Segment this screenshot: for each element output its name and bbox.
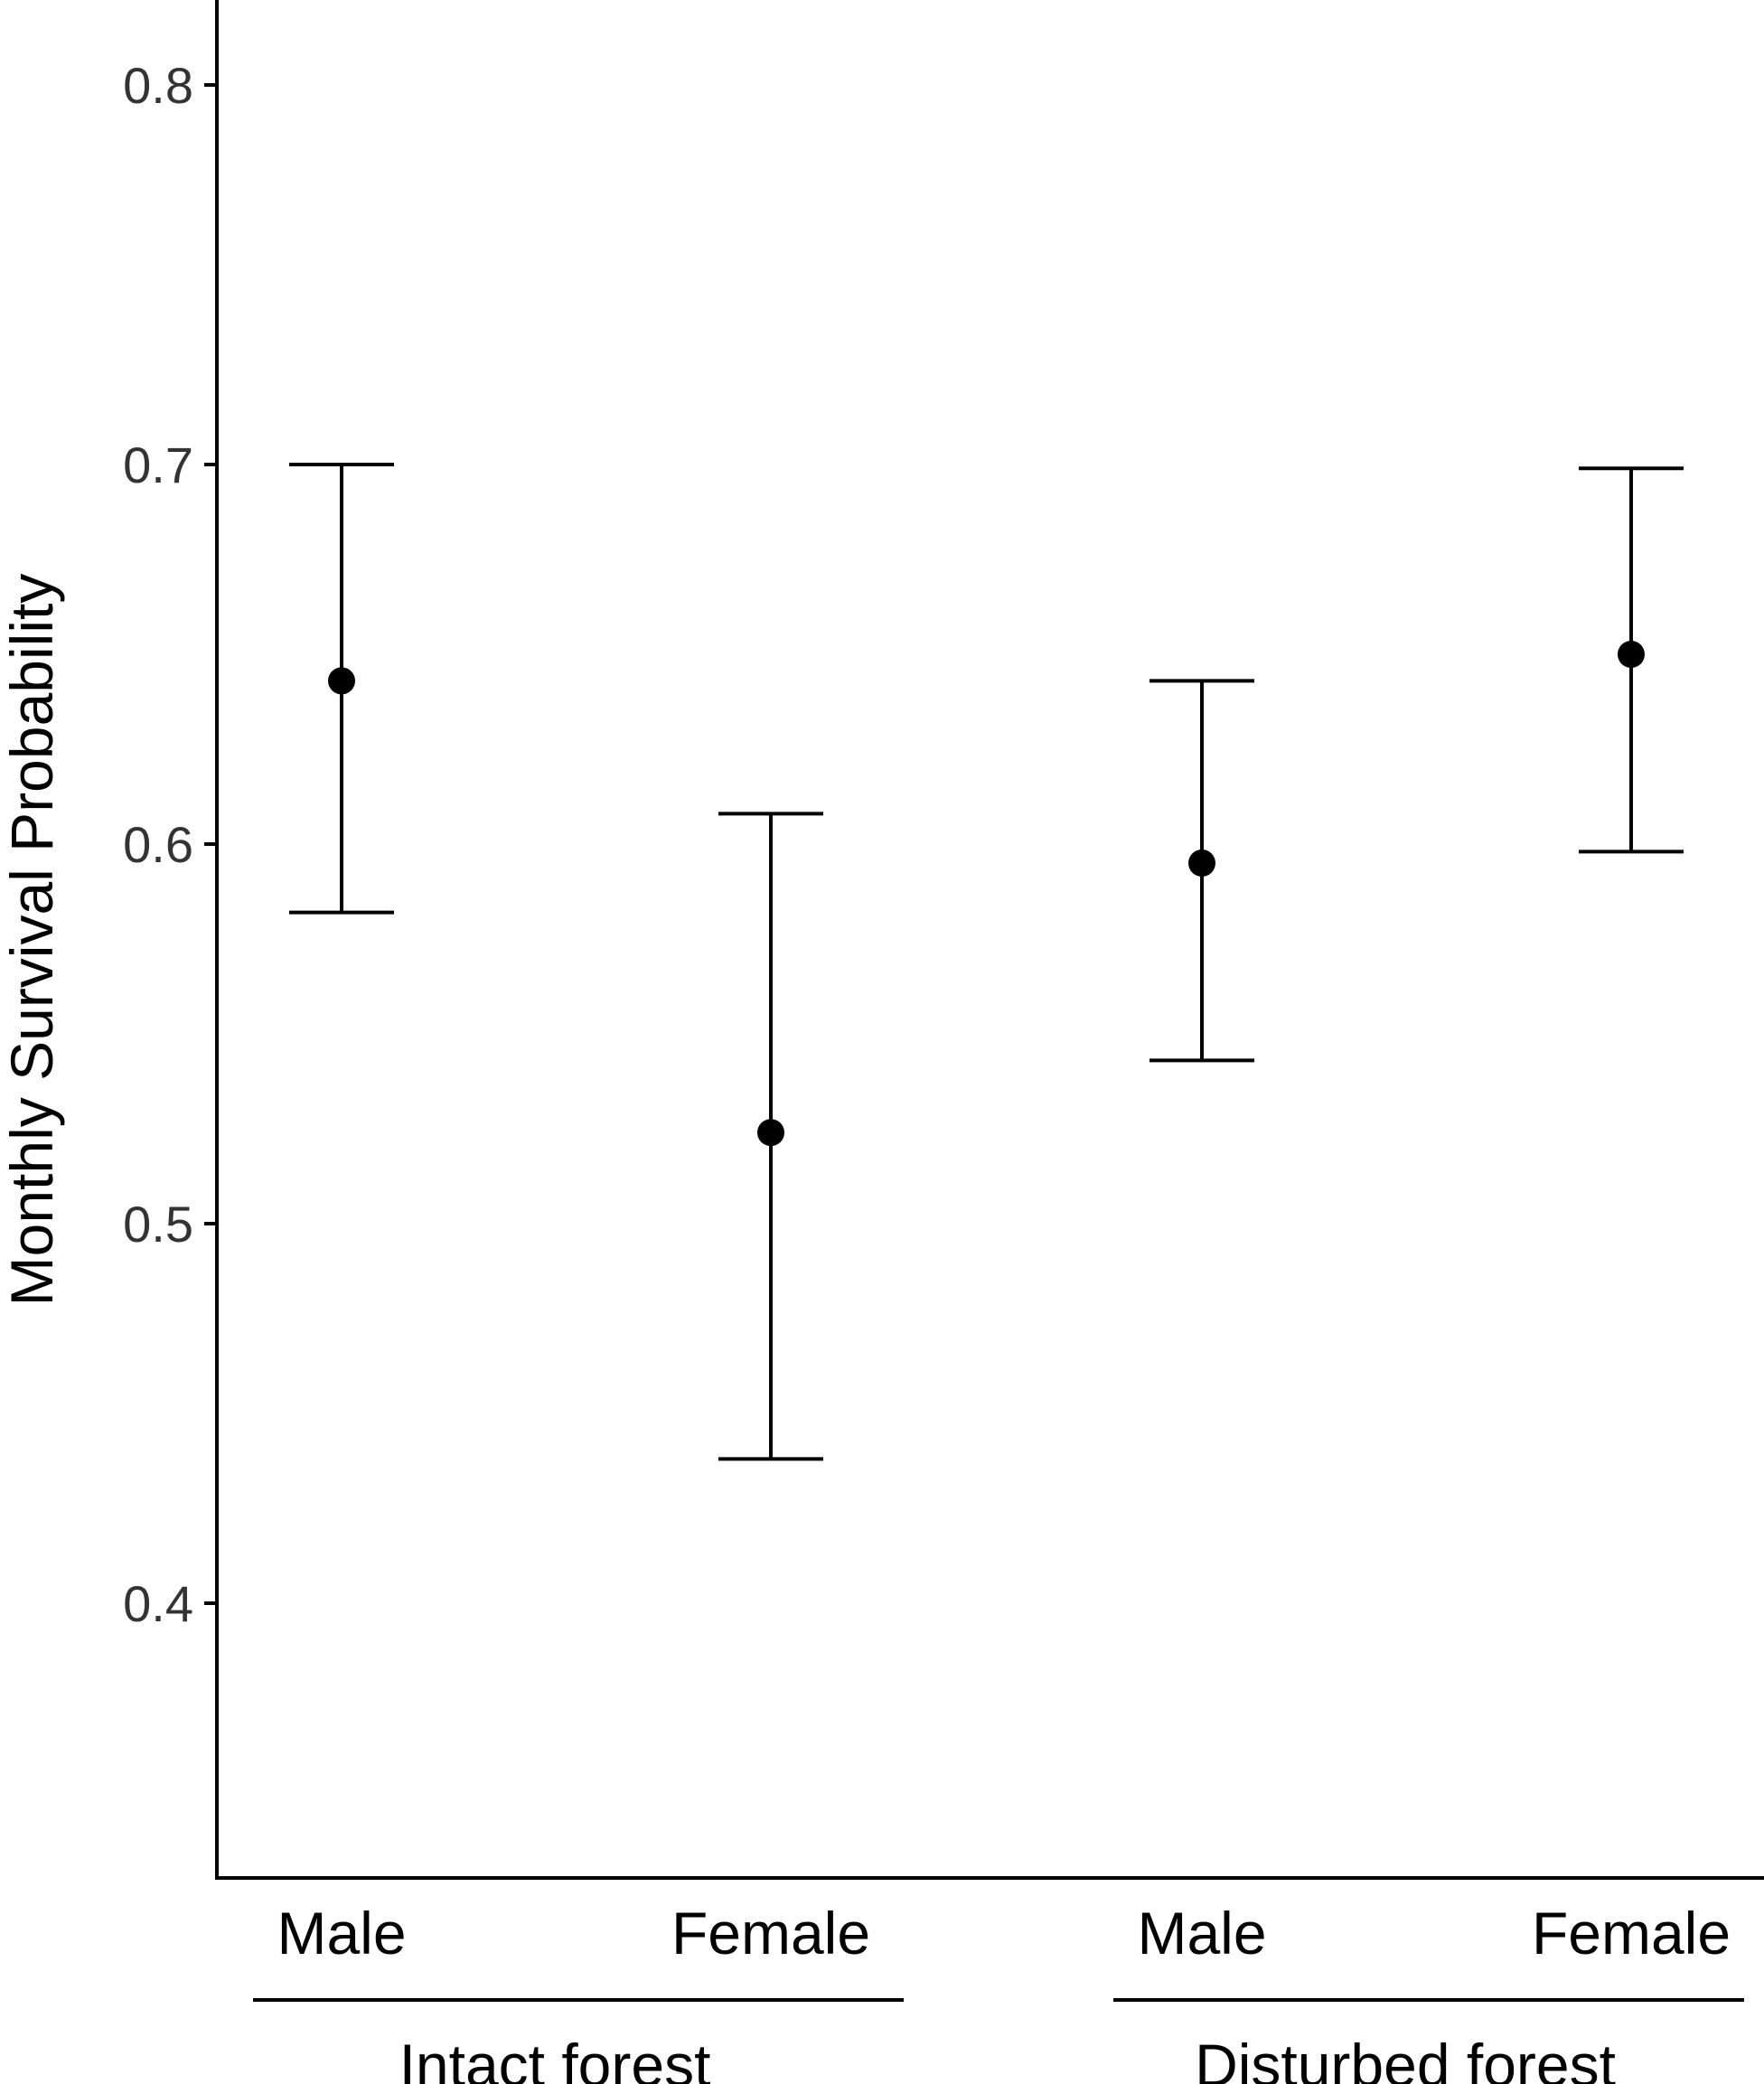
y-tick-label: 0.7 (123, 437, 193, 493)
data-point (328, 667, 355, 695)
category-label: Female (671, 1900, 870, 1967)
group-label: Intact forest (399, 2032, 711, 2084)
data-point (1618, 641, 1645, 668)
category-label: Male (1137, 1900, 1266, 1967)
category-label: Female (1532, 1900, 1731, 1967)
group-label: Disturbed forest (1195, 2032, 1616, 2084)
data-point (757, 1119, 784, 1147)
y-axis-title-group: Monthly Survival Probability (0, 574, 65, 1307)
y-tick-label: 0.5 (123, 1196, 193, 1253)
data-point (1188, 850, 1215, 877)
error-bars (289, 463, 1684, 1461)
y-tick-label: 0.4 (123, 1575, 193, 1632)
data-points (328, 641, 1645, 1147)
y-axis-title: Monthly Survival Probability (0, 574, 65, 1307)
y-axis: 0.4 0.5 0.6 0.7 0.8 (123, 0, 219, 1880)
group-labels: Intact forest Disturbed forest (253, 1998, 1744, 2084)
category-label: Male (277, 1900, 406, 1967)
y-tick-label: 0.6 (123, 816, 193, 873)
y-tick-label: 0.8 (123, 57, 193, 114)
category-labels: Male Female Male Female (277, 1900, 1731, 1967)
